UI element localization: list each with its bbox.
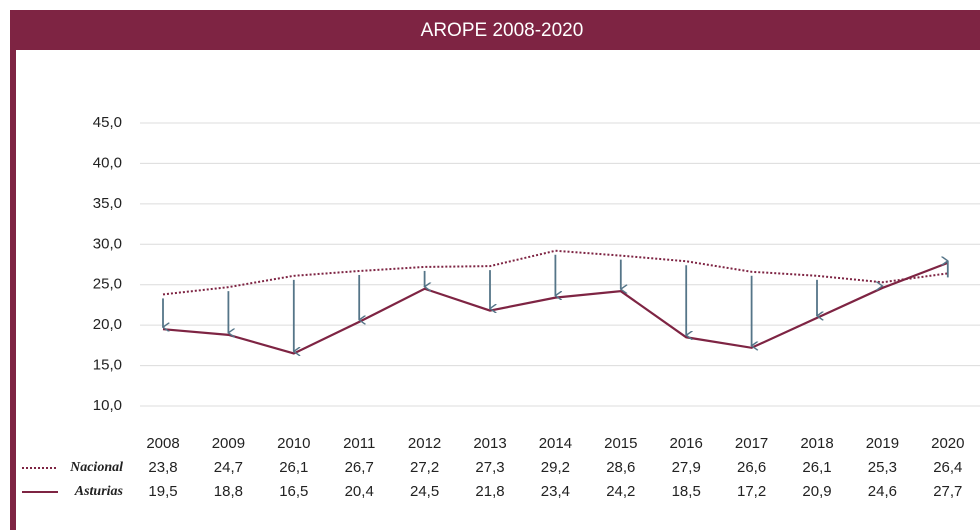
- value-label: 26,1: [279, 459, 308, 476]
- value-label: 26,4: [933, 459, 962, 476]
- value-label: 26,1: [802, 459, 831, 476]
- value-label: 27,9: [672, 459, 701, 476]
- x-tick-label: 2009: [212, 435, 245, 452]
- value-label: 29,2: [541, 459, 570, 476]
- y-tick-label: 45,0: [93, 114, 122, 131]
- x-tick-label: 2016: [670, 435, 703, 452]
- y-tick-label: 10,0: [93, 397, 122, 414]
- value-label: 20,4: [345, 483, 374, 500]
- value-label: 21,8: [475, 483, 504, 500]
- value-label: 23,8: [148, 459, 177, 476]
- value-label: 27,3: [475, 459, 504, 476]
- title-bar: [10, 10, 980, 50]
- value-label: 16,5: [279, 483, 308, 500]
- y-tick-label: 30,0: [93, 235, 122, 252]
- y-tick-label: 40,0: [93, 154, 122, 171]
- chart-title: AROPE 2008-2020: [421, 20, 584, 41]
- x-tick-label: 2012: [408, 435, 441, 452]
- y-tick-label: 15,0: [93, 357, 122, 374]
- y-tick-label: 20,0: [93, 316, 122, 333]
- series-line: [162, 249, 948, 296]
- value-label: 19,5: [148, 483, 177, 500]
- value-label: 26,7: [345, 459, 374, 476]
- y-tick-label: 25,0: [93, 276, 122, 293]
- value-label: 24,2: [606, 483, 635, 500]
- value-label: 24,7: [214, 459, 243, 476]
- value-label: 25,3: [868, 459, 897, 476]
- x-tick-label: 2017: [735, 435, 768, 452]
- x-tick-label: 2019: [866, 435, 899, 452]
- x-tick-label: 2008: [146, 435, 179, 452]
- x-tick-label: 2010: [277, 435, 310, 452]
- value-label: 28,6: [606, 459, 635, 476]
- left-bar: [10, 10, 16, 530]
- x-tick-label: 2018: [800, 435, 833, 452]
- value-label: 18,8: [214, 483, 243, 500]
- value-label: 27,7: [933, 483, 962, 500]
- x-tick-label: 2014: [539, 435, 572, 452]
- y-tick-label: 35,0: [93, 195, 122, 212]
- value-label: 17,2: [737, 483, 766, 500]
- value-label: 27,2: [410, 459, 439, 476]
- value-label: 24,6: [868, 483, 897, 500]
- value-label: 20,9: [802, 483, 831, 500]
- value-label: 18,5: [672, 483, 701, 500]
- x-tick-label: 2015: [604, 435, 637, 452]
- x-tick-label: 2011: [343, 435, 375, 452]
- value-label: 24,5: [410, 483, 439, 500]
- value-label: 23,4: [541, 483, 570, 500]
- legend-label: Asturias: [74, 484, 124, 499]
- legend-label: Nacional: [69, 460, 123, 475]
- value-label: 26,6: [737, 459, 766, 476]
- x-tick-label: 2020: [931, 435, 964, 452]
- x-tick-label: 2013: [473, 435, 506, 452]
